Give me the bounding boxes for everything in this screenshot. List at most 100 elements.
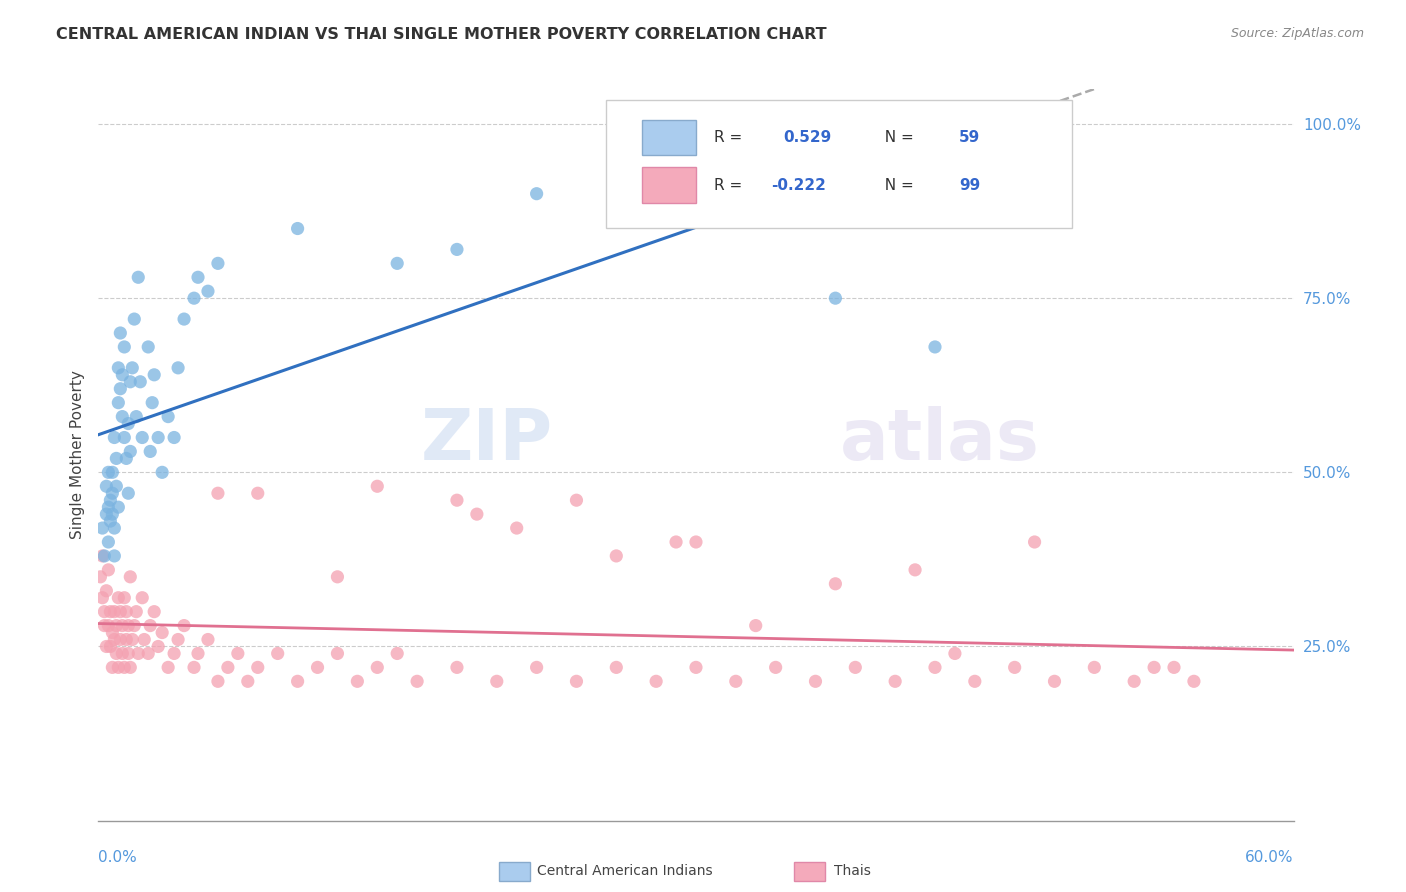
Point — [107, 360, 129, 375]
Text: 59: 59 — [959, 130, 980, 145]
Point — [307, 660, 329, 674]
Point — [139, 444, 162, 458]
Point — [103, 521, 125, 535]
Point — [1083, 660, 1105, 674]
Text: N =: N = — [876, 130, 920, 145]
Point — [148, 640, 170, 654]
Point — [115, 451, 138, 466]
Point — [366, 479, 388, 493]
Point — [1123, 674, 1146, 689]
Point — [526, 660, 548, 674]
Point — [103, 632, 125, 647]
Point — [485, 674, 508, 689]
Point — [89, 570, 111, 584]
Point — [103, 549, 125, 563]
Point — [446, 660, 468, 674]
Point — [129, 375, 152, 389]
Point — [96, 583, 118, 598]
Point — [824, 576, 846, 591]
Point — [120, 444, 142, 458]
Point — [101, 486, 124, 500]
Point — [131, 591, 153, 605]
Point — [904, 563, 927, 577]
Point — [103, 605, 125, 619]
Point — [110, 382, 132, 396]
Point — [506, 521, 529, 535]
Text: ZIP: ZIP — [420, 406, 553, 475]
Point — [1043, 674, 1066, 689]
Point — [110, 632, 132, 647]
Point — [98, 640, 122, 654]
Point — [105, 451, 128, 466]
Point — [267, 647, 290, 661]
Point — [346, 674, 368, 689]
Point — [107, 500, 129, 515]
Point — [167, 360, 190, 375]
Point — [226, 647, 249, 661]
Point — [98, 605, 122, 619]
Point — [131, 430, 153, 444]
Point — [844, 660, 866, 674]
Point — [96, 507, 118, 521]
Point — [97, 618, 120, 632]
Point — [526, 186, 548, 201]
Point — [150, 466, 173, 480]
Point — [157, 660, 180, 674]
Point — [127, 270, 149, 285]
Point — [1163, 660, 1185, 674]
Point — [167, 632, 190, 647]
Point — [101, 625, 124, 640]
Point — [117, 417, 139, 431]
Point — [924, 660, 946, 674]
Point — [143, 605, 166, 619]
Point — [124, 618, 146, 632]
Point — [121, 632, 143, 647]
Point — [105, 479, 128, 493]
Point — [207, 486, 229, 500]
Point — [197, 632, 219, 647]
Point — [117, 618, 139, 632]
Point — [173, 618, 195, 632]
Text: 99: 99 — [959, 178, 980, 193]
Point — [326, 570, 349, 584]
Point — [163, 647, 186, 661]
Point — [626, 145, 648, 159]
Text: Thais: Thais — [834, 864, 870, 879]
Text: atlas: atlas — [839, 406, 1039, 475]
Point — [724, 145, 747, 159]
Point — [112, 430, 135, 444]
Point — [136, 647, 159, 661]
Point — [685, 535, 707, 549]
Point — [91, 591, 114, 605]
Point — [91, 549, 114, 563]
Point — [117, 486, 139, 500]
Point — [134, 632, 156, 647]
Point — [120, 570, 142, 584]
Text: 0.529: 0.529 — [783, 130, 831, 145]
Point — [93, 605, 115, 619]
Point — [101, 660, 124, 674]
Point — [97, 466, 120, 480]
Point — [98, 514, 122, 528]
Point — [101, 466, 124, 480]
Point — [97, 563, 120, 577]
Point — [963, 674, 986, 689]
Point — [236, 674, 259, 689]
Text: R =: R = — [714, 130, 752, 145]
Point — [565, 674, 588, 689]
Point — [98, 493, 122, 508]
Point — [745, 618, 768, 632]
Point — [943, 647, 966, 661]
Point — [924, 340, 946, 354]
Point — [111, 647, 134, 661]
Point — [124, 312, 146, 326]
Point — [287, 674, 309, 689]
Point — [96, 640, 118, 654]
Point — [121, 360, 143, 375]
Point — [107, 660, 129, 674]
Point — [366, 660, 388, 674]
Point — [141, 395, 163, 409]
Point — [105, 618, 128, 632]
Point — [111, 409, 134, 424]
Point — [685, 660, 707, 674]
